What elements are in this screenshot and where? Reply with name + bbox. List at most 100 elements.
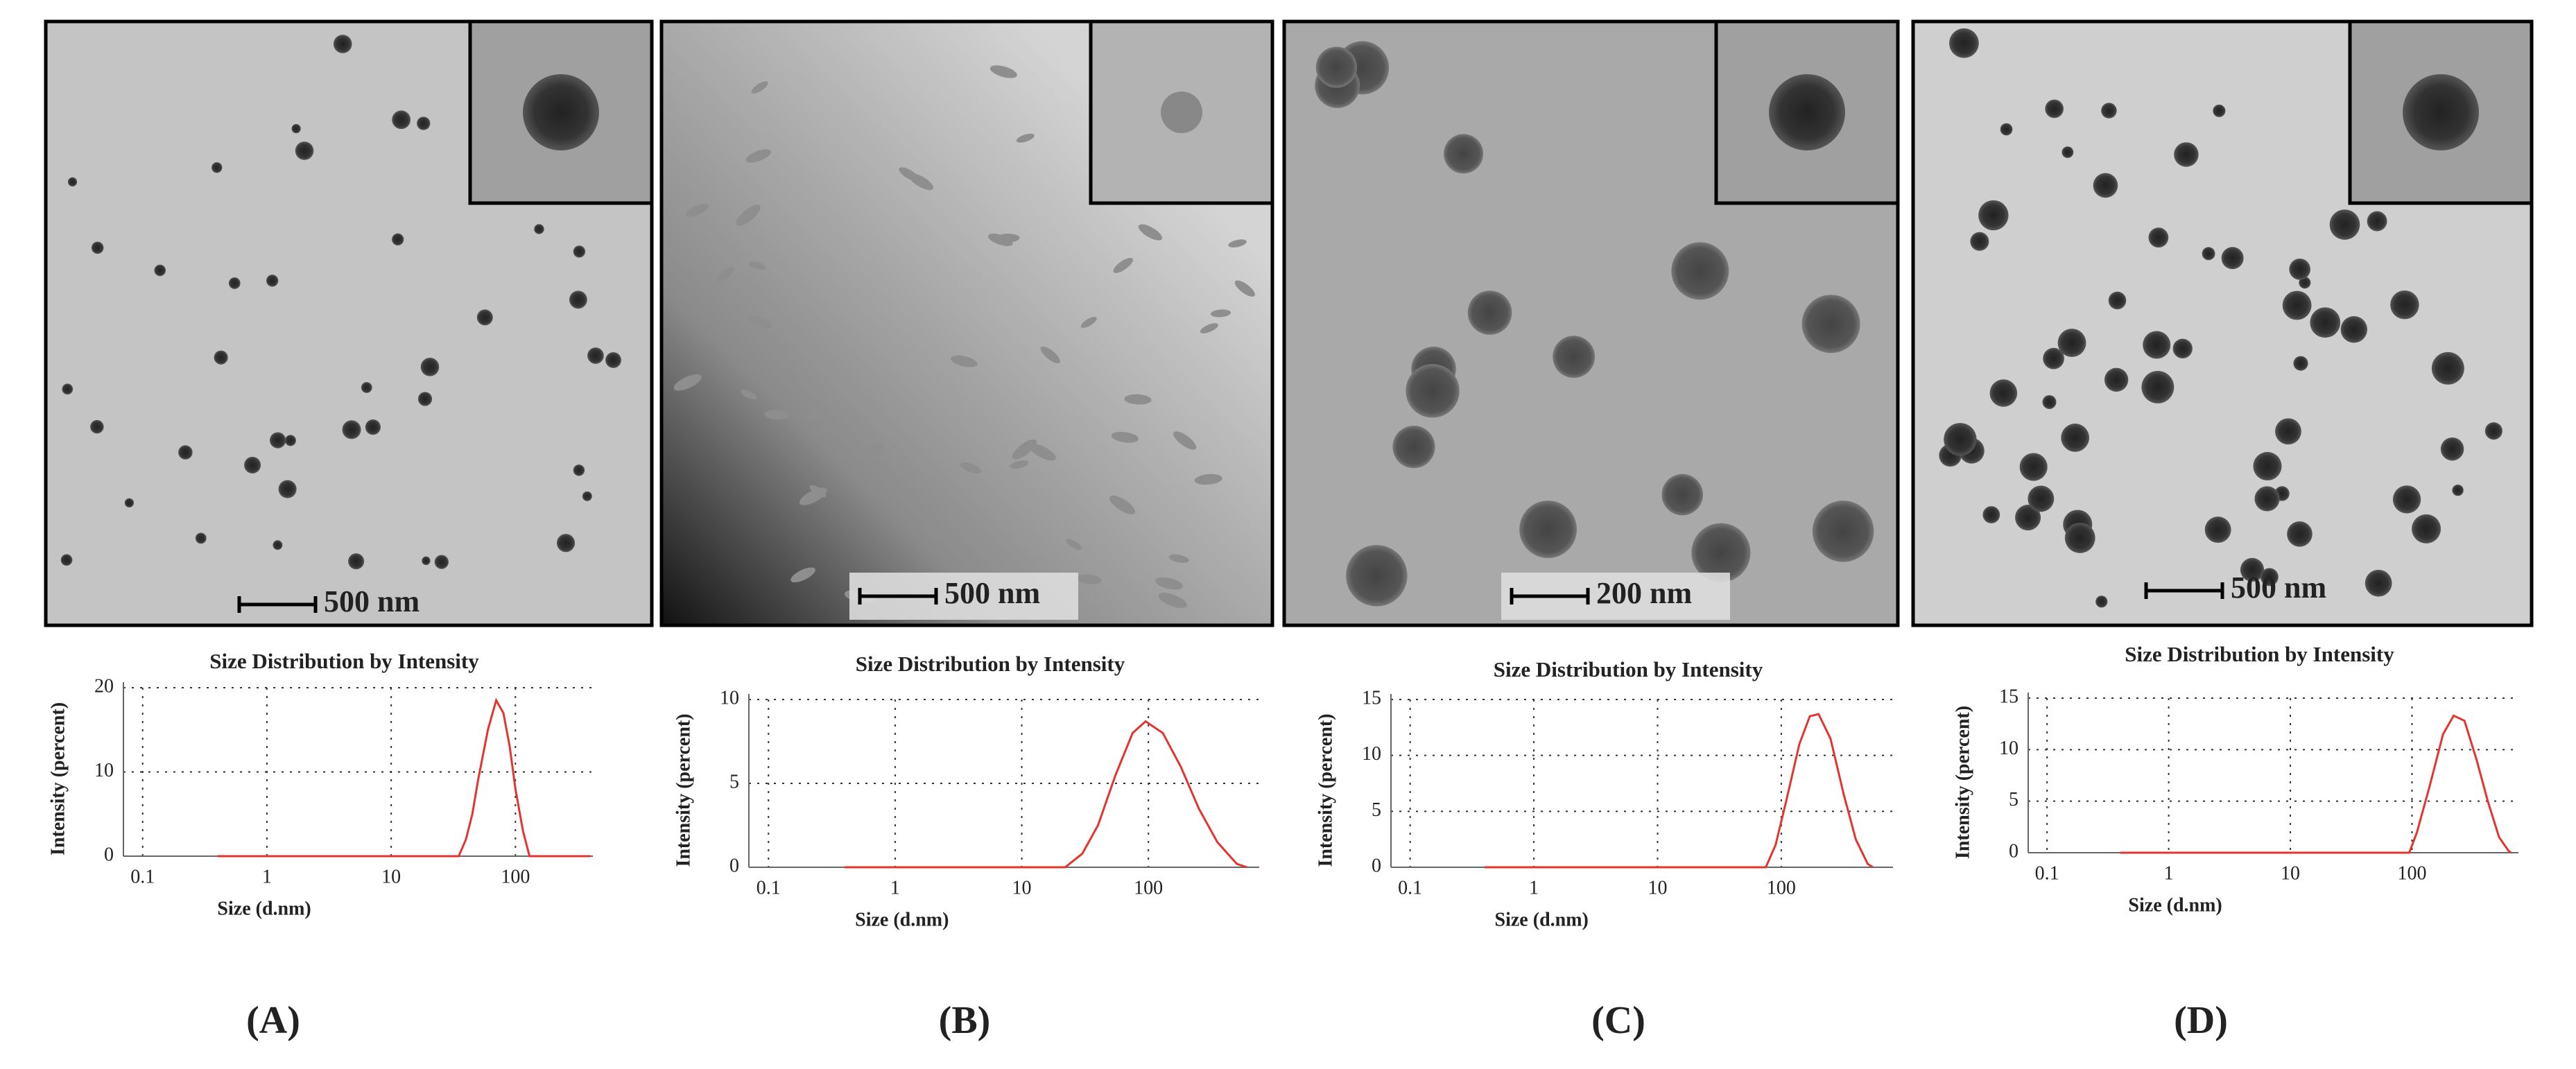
y-tick-label: 5: [2009, 789, 2019, 810]
y-axis-label: Intensity (percent): [1315, 713, 1336, 867]
y-tick-label: 15: [1362, 687, 1381, 709]
particle: [2392, 485, 2421, 514]
panel-label: (A): [246, 999, 300, 1042]
particle: [2254, 486, 2280, 512]
y-tick-label: 10: [94, 760, 114, 781]
particle: [716, 267, 734, 283]
particle: [417, 392, 433, 406]
inset-particle: [523, 74, 599, 150]
particle: [1076, 574, 1102, 584]
particle: [1080, 317, 1097, 329]
particle: [1970, 232, 1989, 251]
y-tick-label: 5: [1372, 799, 1381, 821]
particle: [569, 290, 587, 309]
particle: [124, 498, 135, 507]
y-axis-label: Intensity (percent): [47, 702, 69, 855]
particle: [534, 224, 544, 234]
particle: [745, 149, 771, 163]
particle: [2028, 485, 2055, 512]
particle: [1812, 501, 1874, 562]
x-tick-label: 100: [2397, 862, 2426, 884]
y-tick-label: 0: [729, 855, 739, 876]
particle: [809, 485, 827, 498]
particle: [2172, 338, 2193, 359]
particle: [747, 315, 772, 329]
particle: [2299, 277, 2311, 289]
particle: [417, 116, 431, 130]
particle: [392, 233, 404, 245]
particle: [154, 264, 166, 277]
x-tick-label: 1: [262, 866, 272, 887]
particle: [1671, 242, 1729, 300]
inset-particle: [1769, 74, 1845, 150]
particle: [1111, 431, 1139, 443]
particle: [1173, 431, 1197, 450]
particle: [923, 525, 946, 541]
particle: [2064, 523, 2095, 553]
y-tick-label: 15: [1999, 686, 2019, 707]
particle: [2365, 569, 2392, 597]
particle: [1109, 495, 1136, 514]
particle: [2275, 418, 2301, 445]
x-tick-label: 100: [1767, 877, 1796, 898]
panel-label: (D): [2174, 999, 2228, 1042]
particle: [989, 65, 1017, 78]
chart-title: Size Distribution by Intensity: [1494, 657, 1763, 681]
y-tick-label: 20: [94, 675, 114, 697]
particle: [2104, 367, 2129, 392]
particle: [2061, 424, 2089, 452]
inset: [1714, 19, 1900, 205]
particle: [90, 419, 104, 434]
particle: [2213, 104, 2226, 117]
particle: [1949, 28, 1979, 58]
particle: [422, 556, 431, 566]
particle: [996, 233, 1020, 243]
particle: [862, 444, 884, 457]
panel-label: (C): [1591, 999, 1645, 1042]
particle: [195, 532, 207, 544]
particle: [556, 534, 576, 553]
particle: [2148, 227, 2169, 248]
particle: [178, 445, 193, 460]
particle: [348, 553, 365, 570]
particle: [1158, 593, 1187, 609]
particle: [2260, 568, 2279, 586]
particle: [1944, 423, 1977, 456]
x-axis-label: Size (d.nm): [1495, 909, 1589, 930]
scale-bar-label: 500 nm: [2231, 571, 2326, 605]
particle: [2108, 291, 2127, 310]
particle: [1392, 426, 1435, 469]
particle: [740, 390, 757, 400]
particle: [2412, 514, 2441, 544]
y-axis-label: Intensity (percent): [673, 713, 694, 867]
x-tick-label: 0.1: [130, 866, 155, 887]
particle: [1989, 379, 2018, 407]
x-tick-label: 1: [2164, 862, 2174, 884]
particle: [1066, 539, 1082, 550]
particle: [605, 352, 621, 368]
particle: [1113, 257, 1133, 273]
x-tick-label: 1: [890, 877, 900, 898]
particle: [2240, 557, 2265, 582]
particle: [2019, 453, 2048, 481]
y-tick-label: 10: [720, 687, 739, 709]
particle: [2057, 329, 2086, 357]
particle: [764, 410, 790, 420]
x-tick-label: 10: [381, 866, 401, 887]
particle: [2287, 521, 2313, 547]
particle: [1346, 545, 1408, 607]
chart-title: Size Distribution by Intensity: [856, 652, 1125, 676]
particle: [2000, 123, 2013, 136]
particle: [1168, 554, 1189, 563]
particle: [582, 491, 592, 501]
y-tick-label: 5: [729, 771, 739, 792]
particle: [2174, 142, 2199, 167]
particle: [295, 141, 314, 160]
particle: [1519, 501, 1577, 559]
particle: [587, 347, 604, 364]
particle: [2440, 437, 2464, 461]
x-tick-label: 10: [1648, 877, 1667, 898]
particle: [2289, 259, 2310, 280]
particle: [1138, 224, 1163, 241]
